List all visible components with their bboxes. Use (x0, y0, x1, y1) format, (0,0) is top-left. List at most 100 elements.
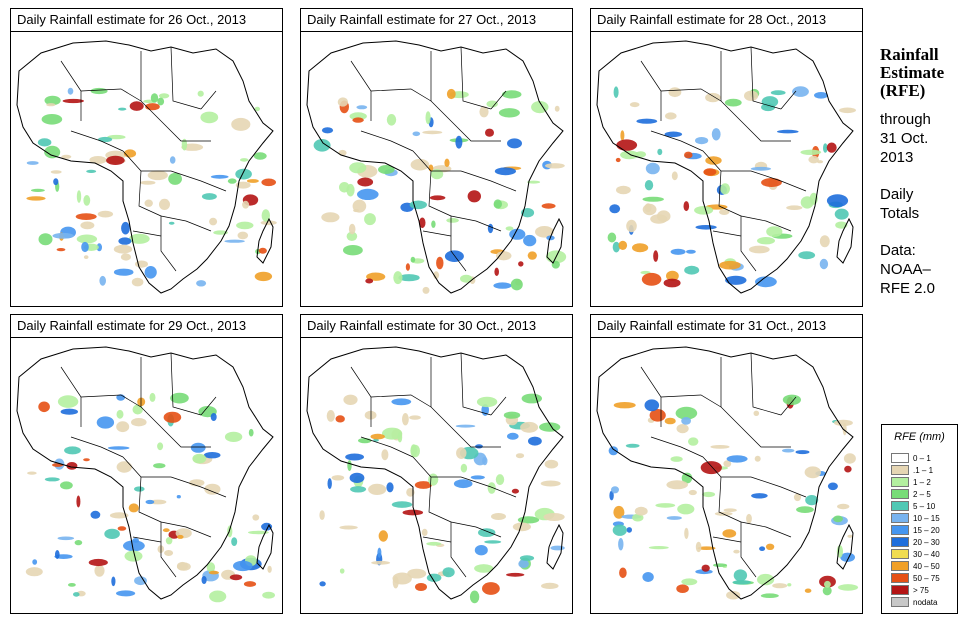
heading-line: Rainfall (880, 45, 939, 64)
rain-cell (656, 210, 671, 222)
rain-cell (83, 195, 91, 206)
rain-cell (757, 237, 775, 245)
rain-cell (511, 488, 519, 494)
rain-cell (88, 558, 108, 567)
country-border (140, 357, 162, 428)
rain-cell (688, 437, 699, 446)
rain-cell (713, 563, 728, 567)
rain-cell (641, 272, 662, 286)
rain-cell (723, 508, 737, 512)
rain-cell (410, 256, 416, 263)
legend-item: 10 – 15 (891, 513, 940, 523)
country-border (132, 230, 162, 237)
rain-cell (777, 129, 799, 134)
country-border (160, 120, 211, 142)
rain-cell (107, 446, 130, 450)
legend-item: 2 – 5 (891, 489, 931, 499)
legend-swatch (891, 585, 909, 595)
sidebar-info: Rainfall Estimate (RFE) through 31 Oct. … (880, 46, 966, 298)
rain-cell (248, 428, 254, 437)
rain-cell (170, 392, 189, 404)
legend-item: 1 – 2 (891, 477, 931, 487)
rain-cell (684, 151, 693, 159)
rain-cell (837, 503, 850, 510)
rain-cell (684, 265, 700, 275)
source-block: Data: NOAA– RFE 2.0 (880, 241, 966, 298)
rain-cell (642, 196, 664, 202)
rain-cell (227, 178, 237, 184)
legend-swatch (891, 477, 909, 487)
country-border (490, 90, 507, 110)
through-date: 2013 (880, 149, 914, 166)
rain-cell (203, 452, 221, 459)
rain-cell (819, 235, 830, 248)
africa-rainfall-map (591, 337, 862, 613)
country-border (170, 476, 227, 498)
rain-cell (123, 149, 137, 158)
rain-cell (213, 230, 228, 235)
country-border (80, 88, 142, 102)
country-border (138, 170, 162, 217)
rain-cell (46, 103, 56, 107)
country-border (160, 521, 212, 538)
rain-cell (158, 93, 170, 99)
rain-cell (407, 568, 427, 579)
rain-cell (543, 513, 565, 521)
rain-cell (44, 95, 61, 106)
rain-cell (474, 545, 488, 556)
rain-cell (208, 570, 219, 575)
country-border (460, 46, 492, 110)
rain-cell (535, 226, 554, 238)
rain-cell (339, 182, 350, 193)
country-border (720, 51, 742, 122)
rain-cell (165, 537, 173, 545)
rain-cell (618, 538, 624, 551)
legend-title: RFE (mm) (894, 431, 945, 443)
rain-cell (26, 161, 39, 165)
madagascar-outline (836, 217, 854, 264)
rain-cell (260, 220, 277, 226)
rain-cell (62, 98, 84, 104)
rain-cell (422, 286, 430, 294)
rain-cell (433, 271, 440, 280)
rain-cell (635, 151, 647, 158)
rain-cell (469, 590, 480, 604)
africa-coastline (16, 40, 274, 294)
africa-rainfall-map (11, 31, 282, 306)
rain-cell (107, 134, 126, 140)
rain-cell (835, 221, 848, 229)
rain-cell (523, 234, 537, 247)
rain-cell (386, 114, 397, 126)
rain-cell (319, 510, 325, 520)
rain-cell (96, 243, 103, 252)
rain-cell (364, 213, 376, 226)
country-border (660, 88, 722, 102)
rain-cell (746, 513, 752, 524)
rain-cell (554, 105, 560, 112)
rain-cell (796, 506, 814, 513)
rain-cell (258, 247, 267, 254)
legend-swatch (891, 465, 909, 475)
legend-label: 2 – 5 (913, 489, 931, 499)
rain-cell (476, 396, 498, 408)
rain-cell (648, 546, 669, 550)
rain-cell (444, 158, 450, 167)
rain-cell (409, 200, 427, 210)
rain-cell (370, 433, 385, 440)
rain-cell (231, 537, 238, 546)
rain-cell (474, 564, 494, 573)
rain-cell (666, 480, 688, 490)
rain-cell (840, 552, 855, 562)
rain-cell (455, 135, 463, 149)
rain-cell (744, 90, 759, 101)
rain-cell (620, 130, 625, 141)
rain-cell (319, 581, 326, 587)
rain-cell (153, 463, 166, 469)
rain-cell (518, 559, 529, 568)
rain-cell (116, 421, 130, 433)
rain-cell (725, 275, 747, 285)
rain-cell (352, 117, 364, 123)
through-block: through 31 Oct. 2013 (880, 110, 966, 167)
rain-cell (521, 393, 542, 404)
rain-cell (426, 541, 442, 546)
